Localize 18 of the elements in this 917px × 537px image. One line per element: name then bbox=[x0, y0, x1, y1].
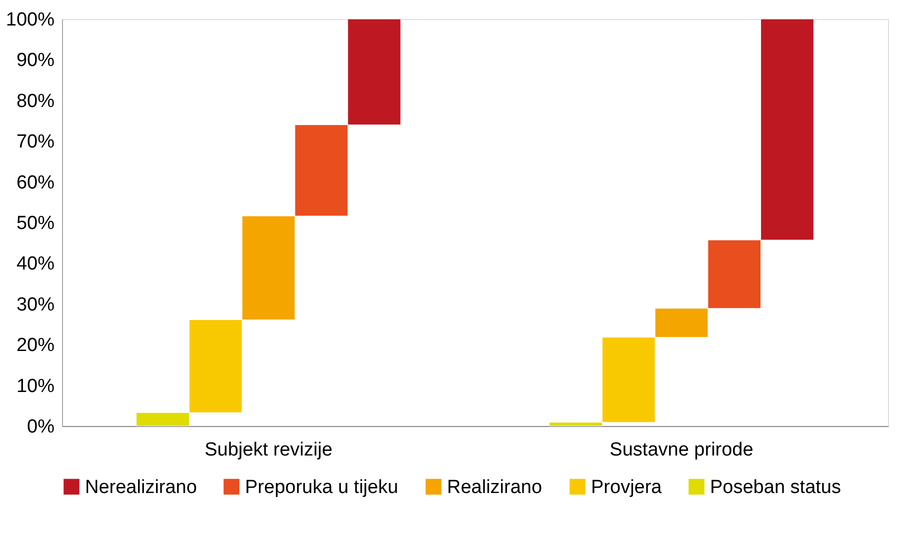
legend-label: Provjera bbox=[591, 476, 662, 498]
y-tick-label: 50% bbox=[16, 213, 55, 234]
legend-label: Preporuka u tijeku bbox=[245, 476, 398, 498]
legend-label: Nerealizirano bbox=[85, 476, 197, 498]
y-tick-label: 20% bbox=[16, 335, 55, 356]
y-tick-label: 10% bbox=[16, 376, 55, 397]
y-tick-label: 40% bbox=[16, 254, 55, 275]
x-tick-label: Subjekt revizije bbox=[204, 440, 332, 460]
y-tick-label: 80% bbox=[16, 90, 55, 112]
y-tick-label: 60% bbox=[16, 172, 55, 194]
y-tick-label: 0% bbox=[27, 416, 55, 438]
y-tick-label: 100% bbox=[6, 10, 55, 30]
legend-label: Realizirano bbox=[447, 476, 542, 498]
y-tick-label: 30% bbox=[16, 294, 55, 316]
y-tick-label: 90% bbox=[16, 50, 55, 72]
legend-label: Poseban status bbox=[710, 476, 841, 498]
y-tick-label: 70% bbox=[16, 132, 55, 153]
x-tick-label: Sustavne prirode bbox=[610, 440, 754, 460]
